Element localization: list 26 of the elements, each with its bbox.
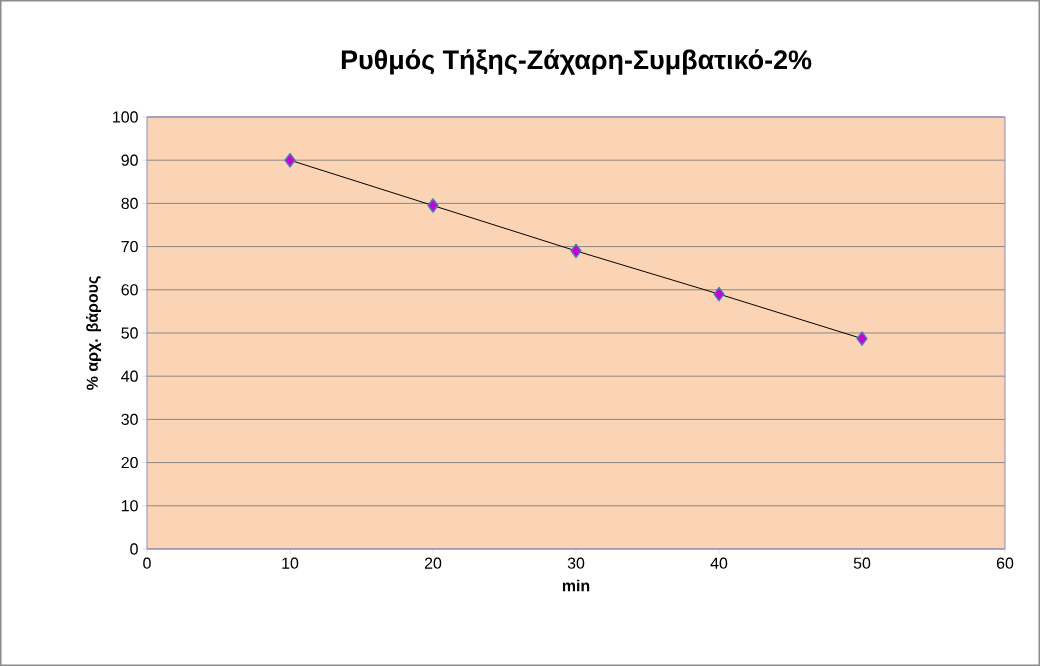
x-tick-label: 40	[710, 557, 728, 569]
y-tick-label: 10	[121, 500, 138, 512]
x-tick-label: 10	[282, 557, 299, 569]
y-tick-label: 70	[121, 240, 138, 253]
y-tick-label: 0	[130, 543, 138, 555]
y-tick-label: 60	[121, 284, 138, 296]
y-tick-label: 40	[121, 370, 138, 382]
point	[284, 152, 296, 168]
point	[856, 331, 868, 346]
y-tick-label: 30	[121, 413, 138, 426]
y-tick-label: 90	[121, 154, 138, 166]
y-tick-label: 50	[121, 327, 138, 339]
x-axis-title: min	[562, 579, 590, 592]
chart-title: Ρυθμός Τήξης-Ζάχαρη-Συμβατικό-2%	[341, 49, 812, 75]
y-axis-title: % αρχ. βάρους	[86, 276, 102, 390]
x-tick-label: 20	[424, 557, 442, 569]
point	[570, 243, 582, 259]
x-tick-label: 50	[853, 557, 871, 569]
point	[713, 286, 725, 302]
y-tick-label: 20	[121, 456, 138, 469]
x-tick-label: 60	[996, 557, 1014, 569]
x-tick-label: 30	[567, 557, 585, 569]
y-tick-label: 100	[113, 111, 138, 123]
y-tick-label: 80	[121, 197, 138, 210]
point	[427, 198, 439, 213]
x-tick-label: 0	[143, 557, 151, 569]
